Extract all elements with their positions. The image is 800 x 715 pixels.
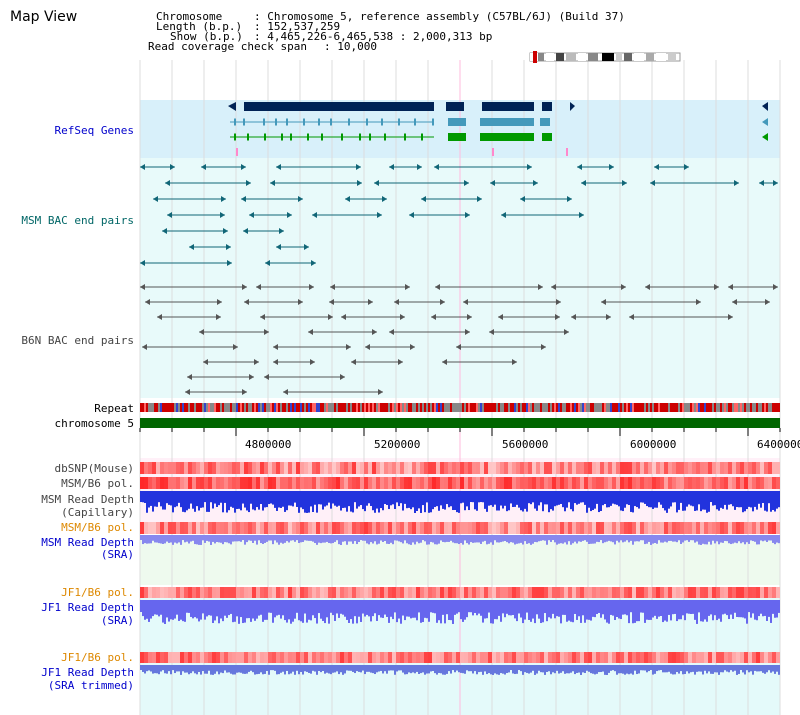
jf1-b6-pol-trim-label[interactable]: JF1/B6 pol. bbox=[61, 651, 134, 664]
repeat-label: Repeat bbox=[94, 402, 134, 415]
ideogram-marker bbox=[533, 51, 537, 63]
read-span-label: Read coverage check span bbox=[148, 40, 307, 53]
gene-block bbox=[482, 102, 534, 111]
chromosome-bar bbox=[140, 418, 780, 428]
chromosome-label: Chromosome bbox=[156, 10, 223, 23]
msm-read-depth-cap-sub-label: (Capillary) bbox=[61, 506, 134, 519]
msm-read-depth-sra-label[interactable]: MSM Read Depth bbox=[41, 536, 134, 549]
msm-bac-label[interactable]: MSM BAC end pairs bbox=[21, 214, 134, 227]
gene-block bbox=[446, 102, 464, 111]
axis-tick-label: 5600000 bbox=[502, 438, 549, 451]
chromosome-value: : Chromosome 5, reference assembly (C57B… bbox=[254, 10, 625, 23]
msm-read-depth-cap-label[interactable]: MSM Read Depth bbox=[41, 493, 134, 506]
dbsnp-label[interactable]: dbSNP(Mouse) bbox=[54, 462, 134, 475]
gene-arrow bbox=[762, 102, 768, 111]
gene-block bbox=[542, 102, 552, 111]
page-title: Map View bbox=[10, 9, 78, 25]
jf1-b6-pol-label[interactable]: JF1/B6 pol. bbox=[61, 586, 134, 599]
gene-arrow bbox=[570, 102, 575, 111]
read-span-value: : 10,000 bbox=[324, 40, 377, 53]
axis-tick-label: 5200000 bbox=[374, 438, 421, 451]
axis-tick-label: 6000000 bbox=[630, 438, 677, 451]
b6n-bac-label[interactable]: B6N BAC end pairs bbox=[21, 334, 134, 347]
jf1-read-depth-trim-label[interactable]: JF1 Read Depth bbox=[41, 666, 134, 679]
msm-b6-pol-label[interactable]: MSM/B6 pol. bbox=[61, 477, 134, 490]
msm-read-depth-sra-sub-label: (SRA) bbox=[100, 548, 134, 561]
gene-arrow bbox=[762, 118, 768, 126]
show-value: : 4,465,226-6,465,538 : 2,000,313 bp bbox=[254, 30, 493, 43]
jf1-read-depth-sra-label[interactable]: JF1 Read Depth bbox=[41, 601, 134, 614]
refseq-genes-label[interactable]: RefSeq Genes bbox=[54, 124, 134, 137]
jf1-read-depth-sra-sub-label: (SRA) bbox=[100, 614, 134, 627]
show-label: Show (b.p.) bbox=[170, 30, 243, 43]
gene-block bbox=[244, 102, 434, 111]
axis-tick-label: 4800000 bbox=[245, 438, 292, 451]
gene-arrow bbox=[762, 133, 768, 141]
chromosome-track-label: chromosome 5 bbox=[54, 417, 134, 430]
length-label: Length (b.p.) bbox=[156, 20, 243, 33]
msm-b6-pol-sra-label[interactable]: MSM/B6 pol. bbox=[61, 521, 134, 534]
length-value: : 152,537,259 bbox=[254, 20, 341, 33]
axis-tick-label: 6400000 bbox=[757, 438, 800, 451]
jf1-read-depth-trim-sub-label: (SRA trimmed) bbox=[47, 679, 134, 692]
gene-arrow bbox=[228, 102, 236, 111]
